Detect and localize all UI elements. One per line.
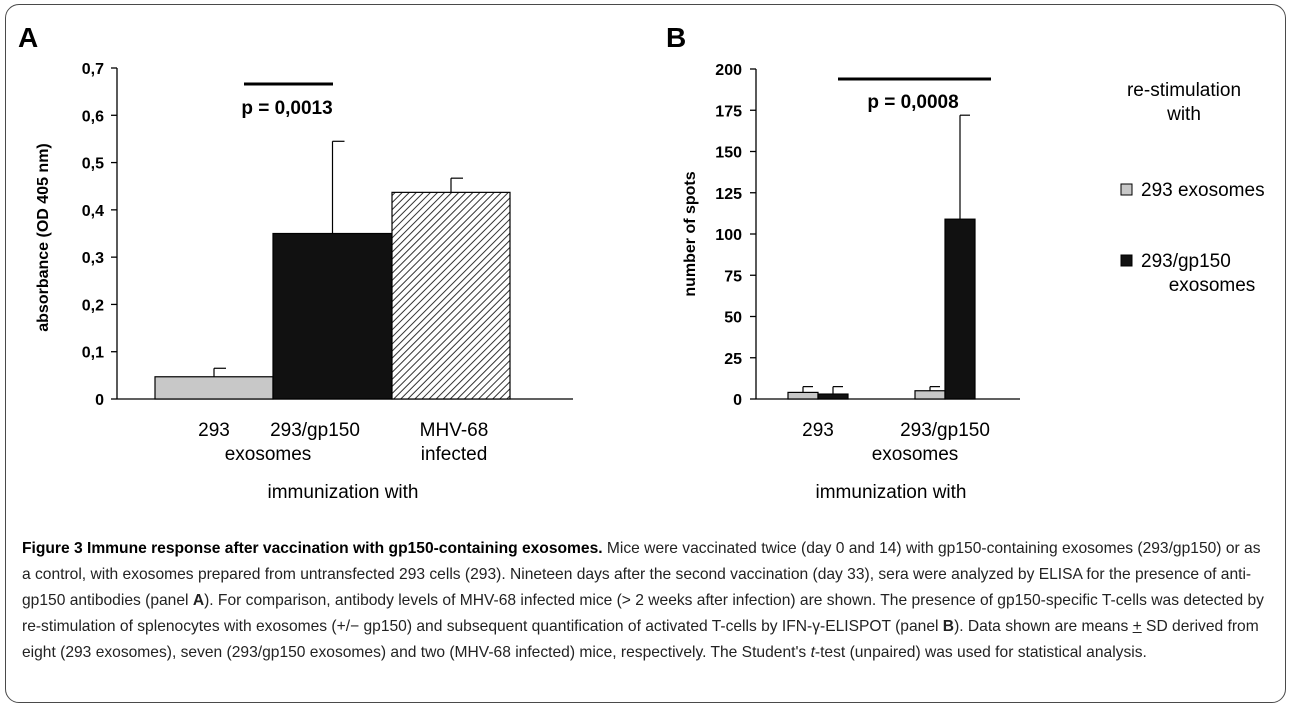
y-tick-label: 75 [724, 268, 742, 285]
panel-a-letter: A [18, 22, 39, 53]
y-tick-label: 0,6 [82, 108, 104, 125]
y-tick-label: 25 [724, 351, 742, 368]
y-axis-title: number of spots [682, 171, 699, 296]
legend-label: 293 exosomes [1141, 180, 1265, 201]
caption-panel-b: B [942, 618, 955, 635]
caption-text-5: -test (unpaired) was used for statistica… [814, 644, 1147, 661]
legend-label: exosomes [1169, 275, 1256, 296]
panel-b-letter: B [666, 22, 687, 53]
y-tick-label: 175 [715, 103, 742, 120]
y-tick-label: 100 [715, 227, 742, 244]
y-tick-label: 0,7 [82, 61, 104, 78]
figure-frame [5, 4, 1286, 703]
caption-text-1: Mice were vaccinated twice (day 0 and 14… [22, 540, 1261, 609]
y-tick-label: 0 [733, 392, 742, 409]
x-group-label: exosomes [225, 444, 312, 465]
caption-panel-a: A [192, 592, 205, 609]
p-value-annotation: p = 0,0008 [867, 92, 958, 113]
bar-293-exosomes [787, 391, 819, 400]
y-tick-label: 125 [715, 186, 742, 203]
caption-t: t [810, 644, 815, 661]
caption-plusminus: + [1132, 618, 1142, 635]
bar-293-gp150-exosomes [944, 218, 976, 400]
y-tick-label: 0 [95, 392, 104, 409]
x-category-label: 293/gp150 [900, 420, 990, 441]
x-axis-title: immunization with [816, 482, 967, 503]
y-tick-label: 150 [715, 145, 742, 162]
bar-mhv-68-infected [391, 191, 511, 400]
caption-title: Figure 3 Immune response after vaccinati… [22, 540, 603, 557]
chart-a: 0 0,1 0,2 0,3 0,4 0,5 0,6 0,7 absorbance (OD 405… [35, 61, 573, 503]
x-category-label: 293 [802, 420, 834, 441]
x-axis-title: immunization with [268, 482, 419, 503]
bar-293-exosomes [914, 390, 946, 400]
y-tick-label: 0,4 [82, 203, 104, 220]
legend-label: 293/gp150 [1141, 251, 1231, 272]
legend-swatch [1120, 183, 1133, 196]
y-axis-title: absorbance (OD 405 nm) [35, 143, 52, 332]
bar-293-gp150 [272, 232, 393, 400]
y-tick-label: 0,1 [82, 345, 104, 362]
caption-text-3: ). Data shown are means [954, 618, 1133, 635]
y-tick-label: 0,2 [82, 297, 104, 314]
figure-caption: Figure 3 Immune response after vaccinati… [22, 536, 1272, 666]
chart-b: 0 25 50 75 100 125 150 175 200 number of spots 293… [682, 62, 1265, 503]
x-group-label: exosomes [872, 444, 959, 465]
y-tick-label: 50 [724, 310, 742, 327]
y-tick-label: 0,5 [82, 156, 104, 173]
y-tick-label: 200 [715, 62, 742, 79]
x-category-label: infected [421, 444, 488, 465]
legend-swatch [1120, 254, 1133, 267]
y-tick-label: 0,3 [82, 250, 104, 267]
caption-text-4: SD derived from eight (293 exosomes), se… [22, 618, 1259, 661]
legend-title: re-stimulation [1127, 80, 1241, 101]
p-value-annotation: p = 0,0013 [241, 98, 332, 119]
bar-293-gp150-exosomes [817, 393, 849, 400]
x-category-label: MHV-68 [420, 420, 489, 441]
x-category-label: 293 [198, 420, 230, 441]
x-category-label: 293/gp150 [270, 420, 360, 441]
caption-text-2: ). For comparison, antibody levels of MH… [22, 592, 1264, 635]
legend-title: with [1166, 104, 1201, 125]
